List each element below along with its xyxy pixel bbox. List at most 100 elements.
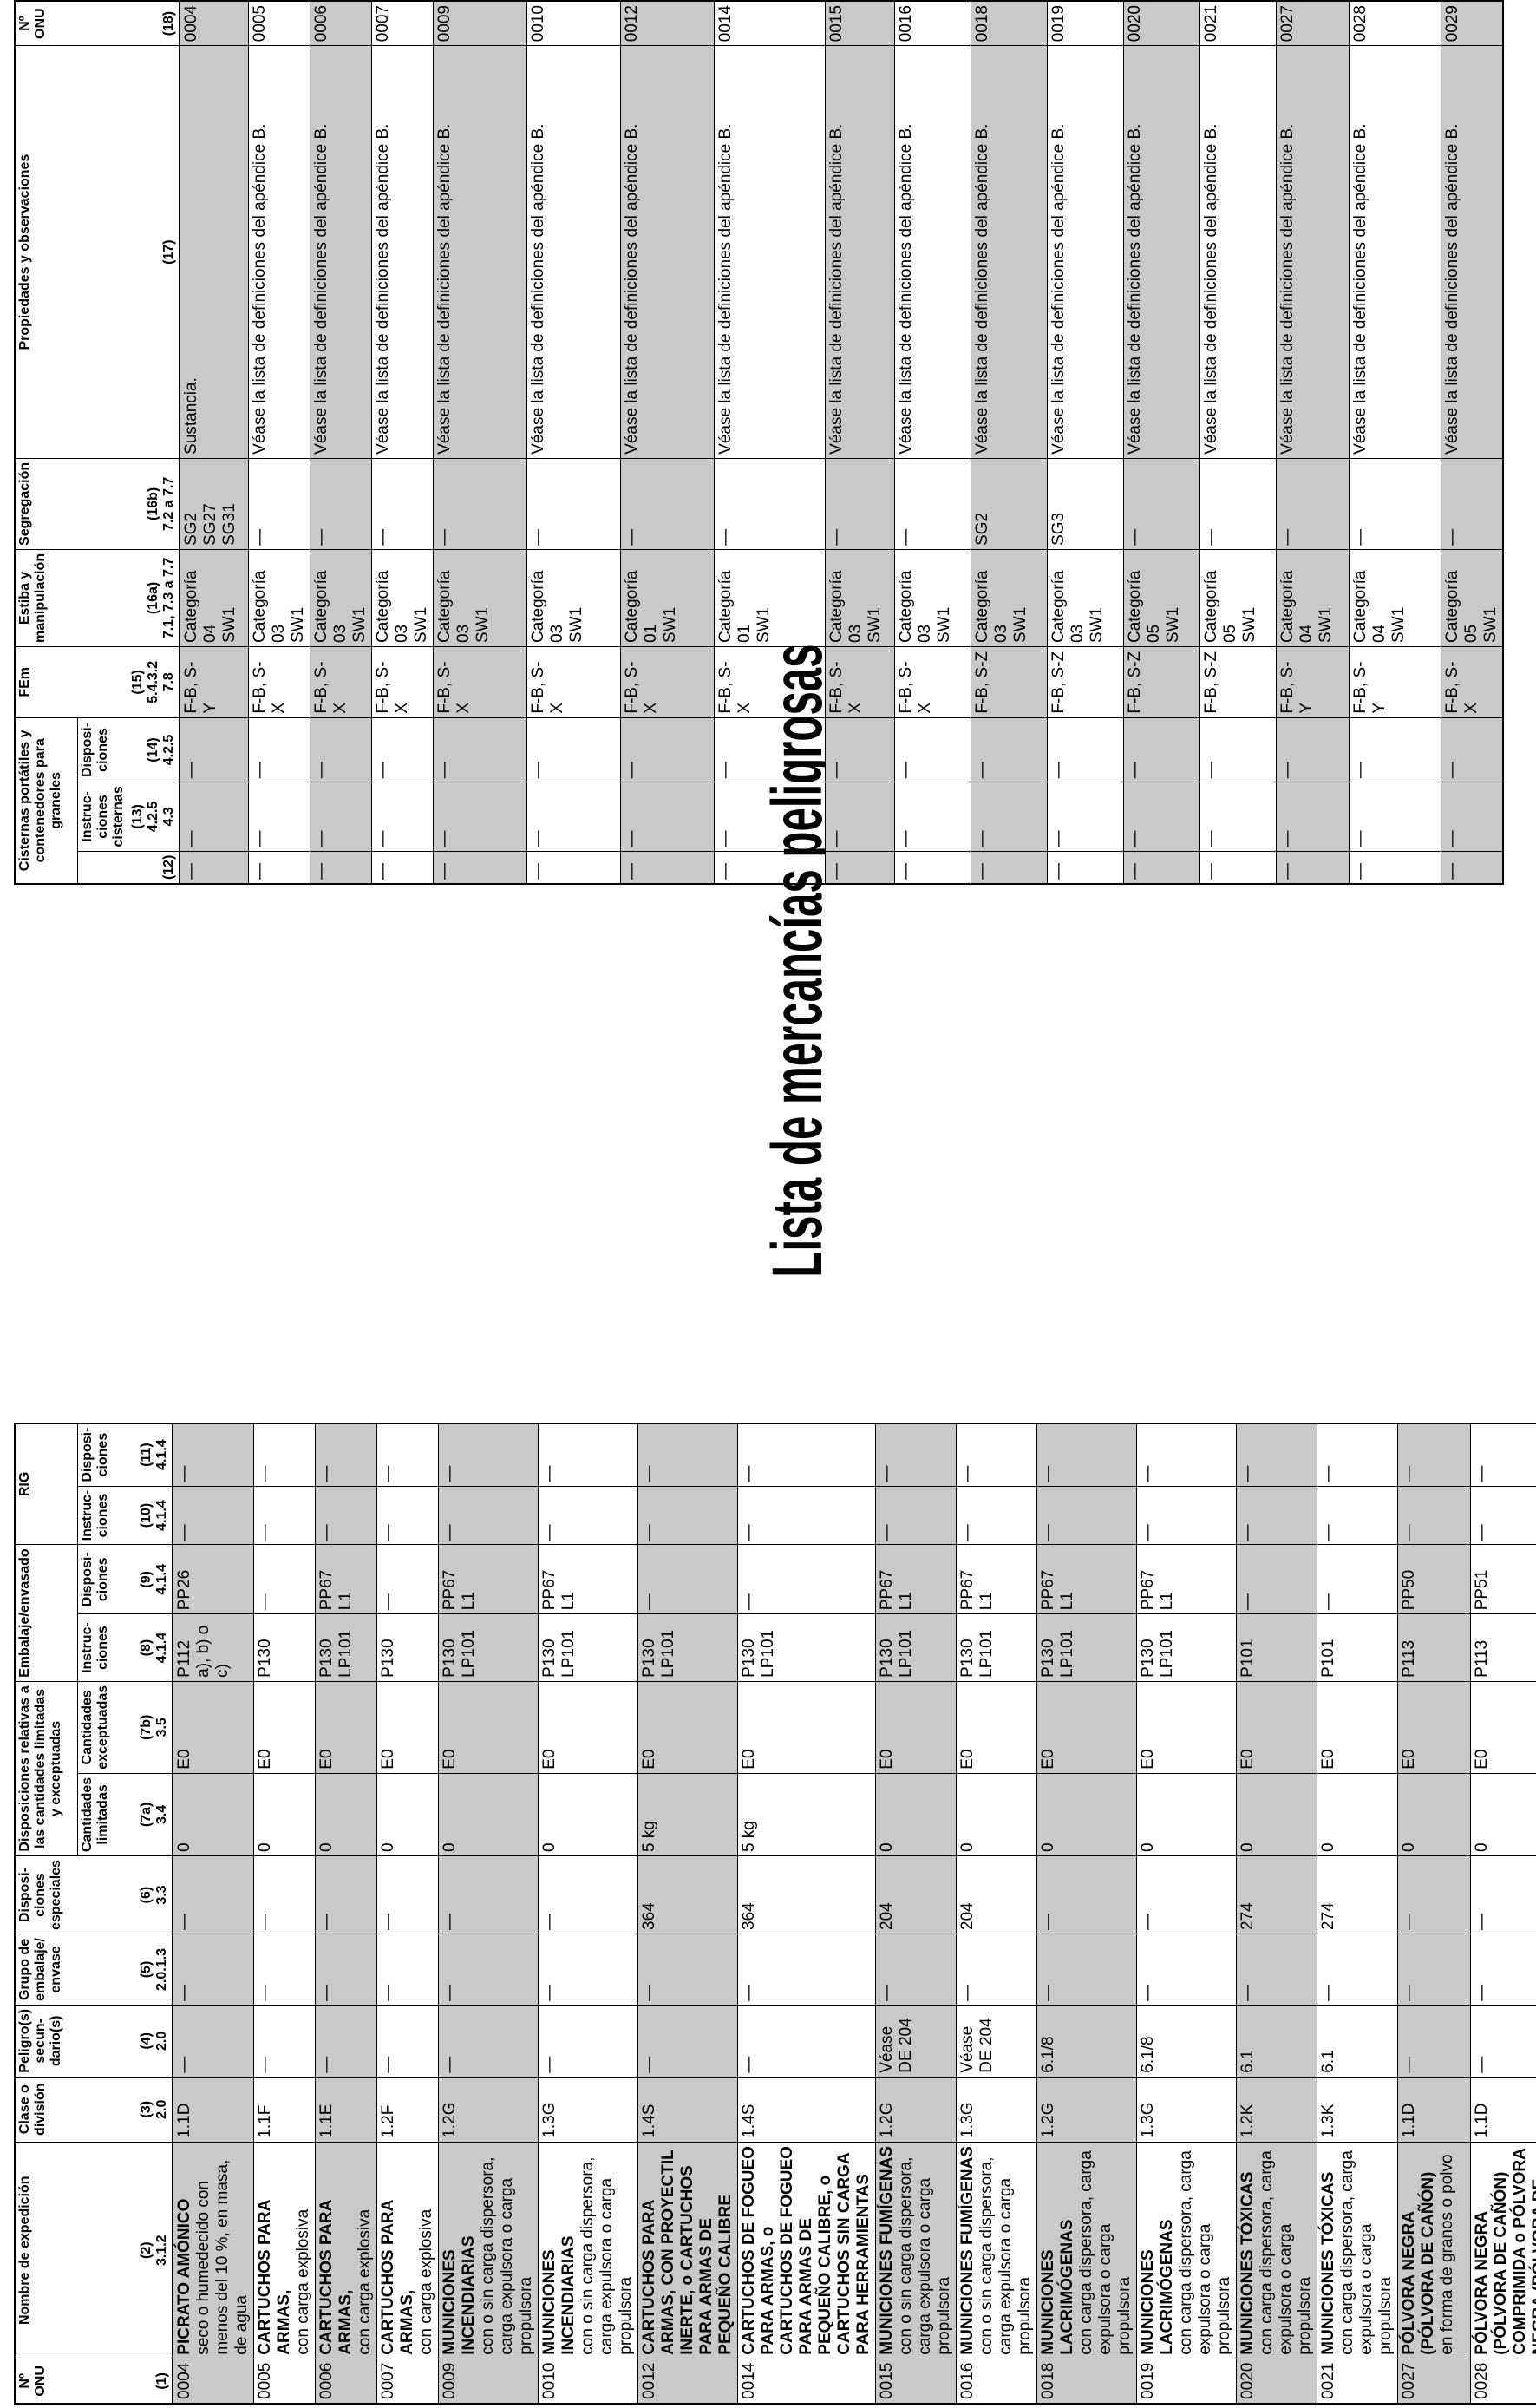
shipping-description: con carga dispersora, carga expulsora o … xyxy=(1258,2150,1314,2355)
cell: — xyxy=(438,2005,539,2078)
cell: — xyxy=(1123,851,1200,884)
cell: SG2 SG27 SG31 xyxy=(179,458,249,550)
un-number: 0015 xyxy=(875,2359,957,2404)
shipping-name-cell: CARTUCHOS DE FOGUEO PARA ARMAS, o CARTUC… xyxy=(737,2142,876,2359)
cell: E0 xyxy=(253,1681,316,1774)
cell: 0 xyxy=(315,1773,377,1856)
cell: F-B, S-X xyxy=(825,646,895,718)
header-row: Nº ONU Nombre de expedición Clase o divisi… xyxy=(15,1423,122,2404)
cell: E0 xyxy=(538,1681,638,1774)
shipping-name-cell: MUNICIONES LACRIMÓGENAS con carga dispers… xyxy=(1036,2142,1137,2359)
cell: 5 kg xyxy=(637,1773,738,1856)
cell: — xyxy=(253,2005,316,2078)
cell: — xyxy=(1276,782,1350,852)
cell: — xyxy=(1397,2005,1471,2078)
table-row: 0010 MUNICIONES INCENDIARIAS con o sin car… xyxy=(538,1423,638,2404)
cell: 6.1 xyxy=(1317,2005,1398,2078)
column-ref: (10) 4.1.4 xyxy=(122,1486,173,1545)
cell: — xyxy=(1047,782,1124,852)
cell: P130 LP101 xyxy=(1136,1613,1237,1682)
cell: Véase la lista de definiciones del apénd… xyxy=(433,45,527,459)
column-ref: (4) 2.0 xyxy=(122,2005,173,2078)
cell: — xyxy=(179,717,249,782)
cell: — xyxy=(1036,1486,1137,1545)
column-ref: (16a) 7.1, 7.3 a 7.7 xyxy=(127,549,180,647)
cell: F-B, S-Z xyxy=(1199,646,1277,718)
un-number: 0018 xyxy=(971,1,1048,46)
cell: — xyxy=(637,1934,738,2006)
table-row: 0012 CARTUCHOS PARA ARMAS, CON PROYECTIL … xyxy=(637,1423,738,2404)
cell: Categoría 03 SW1 xyxy=(248,549,310,647)
cell: — xyxy=(371,782,434,852)
cell: — xyxy=(248,717,310,782)
cell: P130 LP101 xyxy=(315,1613,377,1682)
cell: Categoría 04 SW1 xyxy=(1349,549,1441,647)
cell: E0 xyxy=(1470,1681,1536,1774)
cell: Véase la lista de definiciones del apénd… xyxy=(526,45,621,459)
column-header: Instruc-ciones xyxy=(77,1486,122,1545)
cell: Categoría 04 SW1 xyxy=(179,549,249,647)
cell: P130 LP101 xyxy=(956,1613,1037,1682)
table-row: — — — F-B, S-Y Categoría 04 SW1— Véase la lis… xyxy=(1276,1,1350,884)
cell: — xyxy=(1136,1934,1237,2006)
cell: PP51 xyxy=(1470,1544,1536,1614)
cell: 1.1D xyxy=(1397,2077,1471,2143)
cell: — xyxy=(875,1486,957,1545)
column-ref: (17) xyxy=(127,45,180,459)
shipping-name: MUNICIONES LACRIMÓGENAS xyxy=(1039,2219,1076,2355)
cell: — xyxy=(310,458,372,550)
cell: — xyxy=(1276,458,1350,550)
cell: — xyxy=(1349,458,1441,550)
cell: F-B, S-X xyxy=(310,646,372,718)
cell: P130 LP101 xyxy=(875,1613,957,1682)
cell: — xyxy=(538,1423,638,1487)
column-ref: (1) xyxy=(122,2359,173,2404)
cell: Categoría 03 SW1 xyxy=(894,549,971,647)
cell: — xyxy=(737,1423,876,1487)
table-row: 0005 CARTUCHOS PARA ARMAS, con carga explo… xyxy=(253,1423,316,2404)
un-number: 0009 xyxy=(433,1,527,46)
column-ref: (16b) 7.2 a 7.7 xyxy=(127,458,180,550)
cell: Categoría 03 SW1 xyxy=(371,549,434,647)
cell: E0 xyxy=(173,1681,254,1774)
cell: — xyxy=(248,782,310,852)
cell: — xyxy=(737,1544,876,1614)
table-row: — — — F-B, S-X Categoría 01 SW1— Véase la lis… xyxy=(714,1,826,884)
cell: F-B, S-Z xyxy=(1123,646,1200,718)
cell: — xyxy=(1441,458,1503,550)
column-ref: (9) 4.1.4 xyxy=(122,1544,173,1614)
un-number: 0021 xyxy=(1317,2359,1398,2404)
shipping-name: PICRATO AMÓNICO xyxy=(175,2198,193,2355)
cell: — xyxy=(637,1544,738,1614)
cell: E0 xyxy=(1236,1681,1317,1774)
table-row: 0028 PÓLVORA NEGRA (PÓLVORA DE CAÑÓN) COM… xyxy=(1470,1423,1536,2404)
un-number: 0027 xyxy=(1397,2359,1471,2404)
cell: — xyxy=(825,458,895,550)
table-row: 0009 MUNICIONES INCENDIARIAS con o sin car… xyxy=(438,1423,539,2404)
cell: — xyxy=(1047,851,1124,884)
cell: — xyxy=(248,458,310,550)
cell: Véase la lista de definiciones del apénd… xyxy=(1441,45,1503,459)
table-row: — — — F-B, S-X Categoría 03 SW1— Véase la lis… xyxy=(825,1,895,884)
table-body: — — — F-B, S-Y Categoría 04 SW1 SG2 SG27 SG31… xyxy=(179,1,1503,884)
cell: PP50 xyxy=(1397,1544,1471,1614)
cell: F-B, S-X xyxy=(1441,646,1503,718)
title-box: Lista de mercancías peligrosas xyxy=(758,644,837,1489)
cell: E0 xyxy=(1036,1681,1137,1774)
cell: 0 xyxy=(253,1773,316,1856)
cell: — xyxy=(620,717,715,782)
shipping-name-cell: PÓLVORA NEGRA (PÓLVORA DE CAÑÓN) en forma… xyxy=(1397,2142,1471,2359)
shipping-description: con carga dispersora, carga expulsora o … xyxy=(1077,2150,1134,2355)
cell: 1.3G xyxy=(538,2077,638,2143)
un-number: 0015 xyxy=(825,1,895,46)
cell: — xyxy=(438,1934,539,2006)
cell: — xyxy=(1276,717,1350,782)
cell: — xyxy=(1349,782,1441,852)
cell: — xyxy=(248,851,310,884)
header-row: (12) (13) 4.2.5 4.3 (14) 4.2.5 (15) 5.4.3.2… xyxy=(127,1,180,884)
shipping-description: con carga explosiva xyxy=(417,2208,435,2355)
cell: — xyxy=(253,1486,316,1545)
cell: — xyxy=(526,782,621,852)
cell: F-B, S-Y xyxy=(1276,646,1350,718)
